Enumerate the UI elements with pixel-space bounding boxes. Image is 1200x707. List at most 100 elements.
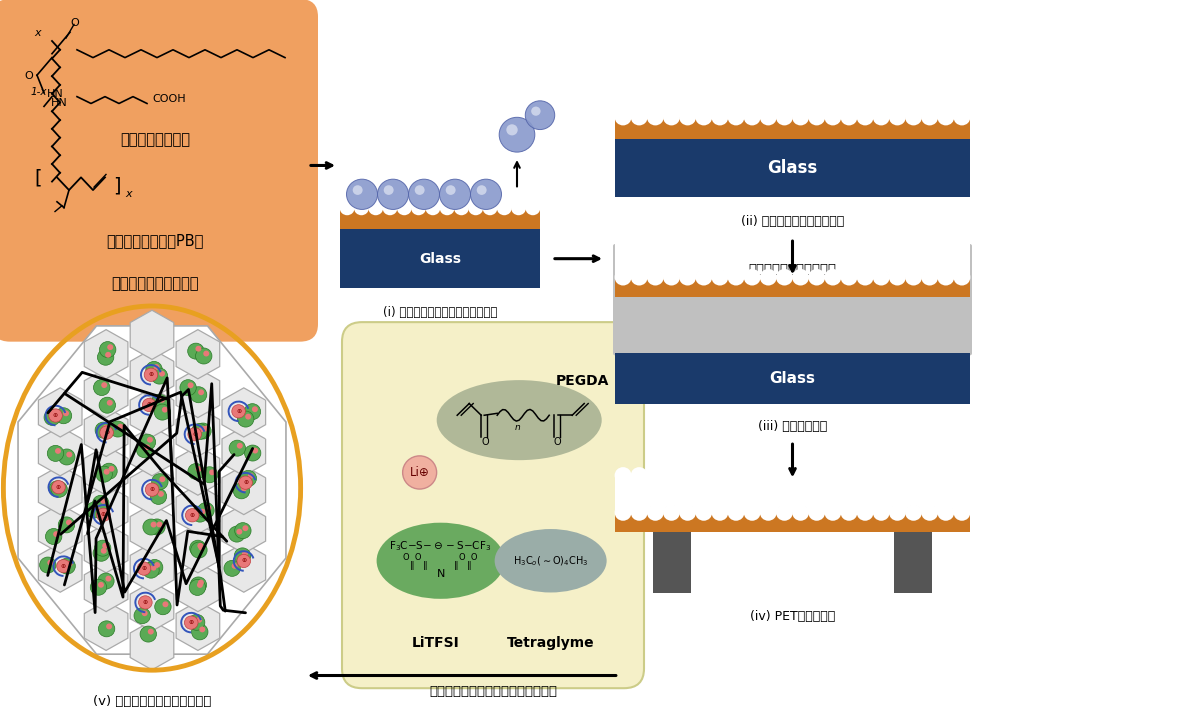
Circle shape [940, 271, 952, 283]
Circle shape [139, 434, 156, 450]
Circle shape [631, 269, 648, 286]
Circle shape [680, 506, 695, 520]
Circle shape [857, 504, 874, 521]
Polygon shape [130, 388, 174, 437]
Circle shape [649, 507, 661, 518]
Circle shape [760, 58, 776, 75]
Circle shape [95, 422, 112, 438]
Circle shape [809, 232, 826, 248]
Circle shape [875, 271, 887, 283]
Circle shape [56, 559, 71, 573]
Circle shape [236, 554, 251, 568]
Circle shape [470, 179, 502, 209]
Circle shape [857, 232, 874, 248]
Circle shape [809, 269, 826, 286]
Polygon shape [222, 465, 265, 515]
Circle shape [892, 271, 904, 283]
Circle shape [905, 269, 922, 286]
Circle shape [631, 58, 648, 75]
Circle shape [162, 602, 168, 607]
Circle shape [906, 110, 920, 124]
Circle shape [199, 626, 205, 632]
Text: x: x [125, 189, 132, 199]
Polygon shape [38, 543, 82, 592]
Circle shape [196, 346, 202, 351]
Circle shape [614, 58, 631, 75]
Circle shape [439, 201, 455, 215]
Bar [616, 240, 970, 277]
Circle shape [697, 507, 710, 518]
Circle shape [762, 507, 774, 518]
Circle shape [727, 58, 744, 75]
Polygon shape [38, 426, 82, 476]
Circle shape [680, 110, 695, 124]
Circle shape [840, 269, 858, 286]
Circle shape [425, 201, 440, 215]
Circle shape [162, 407, 168, 413]
Circle shape [907, 507, 919, 518]
Polygon shape [130, 504, 174, 554]
Circle shape [841, 110, 857, 124]
Bar [616, 66, 970, 117]
Text: HN: HN [50, 98, 67, 108]
Polygon shape [176, 601, 220, 650]
Polygon shape [84, 407, 128, 457]
Circle shape [476, 185, 487, 195]
Circle shape [632, 270, 647, 284]
Bar [616, 513, 970, 532]
Circle shape [727, 109, 744, 125]
Circle shape [151, 368, 168, 384]
Circle shape [824, 58, 841, 75]
Text: HN: HN [47, 88, 64, 99]
Polygon shape [222, 504, 265, 554]
Circle shape [101, 498, 107, 504]
Circle shape [666, 271, 678, 283]
Circle shape [340, 201, 355, 215]
Circle shape [923, 270, 937, 284]
Circle shape [191, 387, 206, 403]
Ellipse shape [377, 522, 505, 599]
Circle shape [143, 519, 160, 535]
Text: N: N [437, 569, 445, 580]
Circle shape [196, 348, 212, 364]
Circle shape [937, 232, 954, 248]
Bar [340, 208, 540, 229]
Polygon shape [222, 388, 265, 437]
Circle shape [792, 467, 809, 484]
Circle shape [872, 232, 889, 248]
Circle shape [192, 506, 209, 522]
Circle shape [155, 599, 172, 615]
Text: 光架橋性高分子電解質を塗布・固化: 光架橋性高分子電解質を塗布・固化 [430, 685, 557, 699]
Circle shape [858, 506, 872, 520]
Text: (iii) 基板から剥離: (iii) 基板から剥離 [758, 420, 827, 433]
Circle shape [44, 409, 60, 426]
Circle shape [875, 507, 887, 518]
Circle shape [665, 110, 679, 124]
Circle shape [809, 58, 826, 75]
Text: ⊕: ⊕ [190, 513, 194, 518]
Circle shape [66, 520, 72, 525]
Circle shape [954, 232, 971, 248]
Circle shape [778, 110, 792, 124]
Circle shape [940, 507, 952, 518]
Circle shape [955, 110, 970, 124]
Circle shape [146, 437, 152, 443]
Circle shape [890, 110, 905, 124]
Circle shape [793, 270, 808, 284]
Circle shape [647, 269, 664, 286]
Circle shape [778, 506, 792, 520]
Circle shape [776, 232, 793, 248]
Circle shape [98, 621, 115, 637]
Circle shape [905, 232, 922, 248]
Circle shape [727, 504, 744, 521]
Circle shape [191, 423, 208, 440]
Circle shape [97, 573, 114, 589]
Circle shape [892, 507, 904, 518]
Circle shape [647, 504, 664, 521]
Text: PEGDA: PEGDA [556, 374, 608, 388]
Circle shape [696, 270, 712, 284]
Circle shape [890, 270, 905, 284]
Circle shape [746, 271, 758, 283]
Circle shape [239, 476, 252, 489]
Polygon shape [176, 368, 220, 418]
